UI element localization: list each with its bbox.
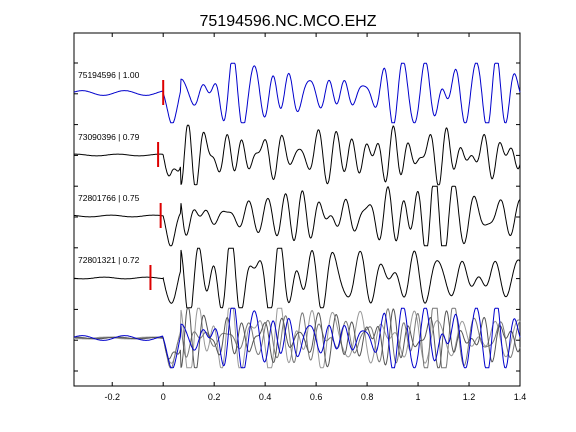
x-tick-label: -0.2 — [104, 392, 120, 402]
trace-label: 73090396 | 0.79 — [78, 132, 140, 142]
trace-label-group: 75194596 | 1.00 73090396 | 0.79 72801766 |… — [78, 70, 140, 265]
x-tick-group: -0.2 0 0.2 0.4 0.6 0.8 1 1.2 1.4 — [104, 33, 526, 402]
x-tick-label: 1.2 — [463, 392, 476, 402]
pick-marker-group — [149, 80, 165, 290]
x-tick-label: 0.2 — [208, 392, 221, 402]
trace-line — [73, 124, 521, 186]
trace-line — [73, 247, 521, 309]
trace-label: 72801321 | 0.72 — [78, 255, 140, 265]
x-tick-label: 0.8 — [361, 392, 374, 402]
trace-label: 72801766 | 0.75 — [78, 193, 140, 203]
x-tick-label: 1.4 — [514, 392, 527, 402]
stacked-traces-group — [73, 307, 521, 369]
plot-area-frame — [73, 32, 521, 387]
stacked-trace-line — [73, 307, 521, 369]
trace-line — [73, 62, 521, 124]
x-tick-label: 0.4 — [259, 392, 272, 402]
stacked-trace-line — [73, 307, 521, 369]
stacked-trace-line — [73, 307, 521, 369]
y-tick-group — [74, 62, 520, 372]
chart-title: 75194596.NC.MCO.EHZ — [200, 13, 377, 30]
x-tick-label: 1 — [416, 392, 421, 402]
trace-line — [73, 185, 521, 247]
trace-label: 75194596 | 1.00 — [78, 70, 140, 80]
x-tick-label: 0 — [161, 392, 166, 402]
x-tick-label: 0.6 — [310, 392, 323, 402]
trace-group — [73, 62, 521, 309]
